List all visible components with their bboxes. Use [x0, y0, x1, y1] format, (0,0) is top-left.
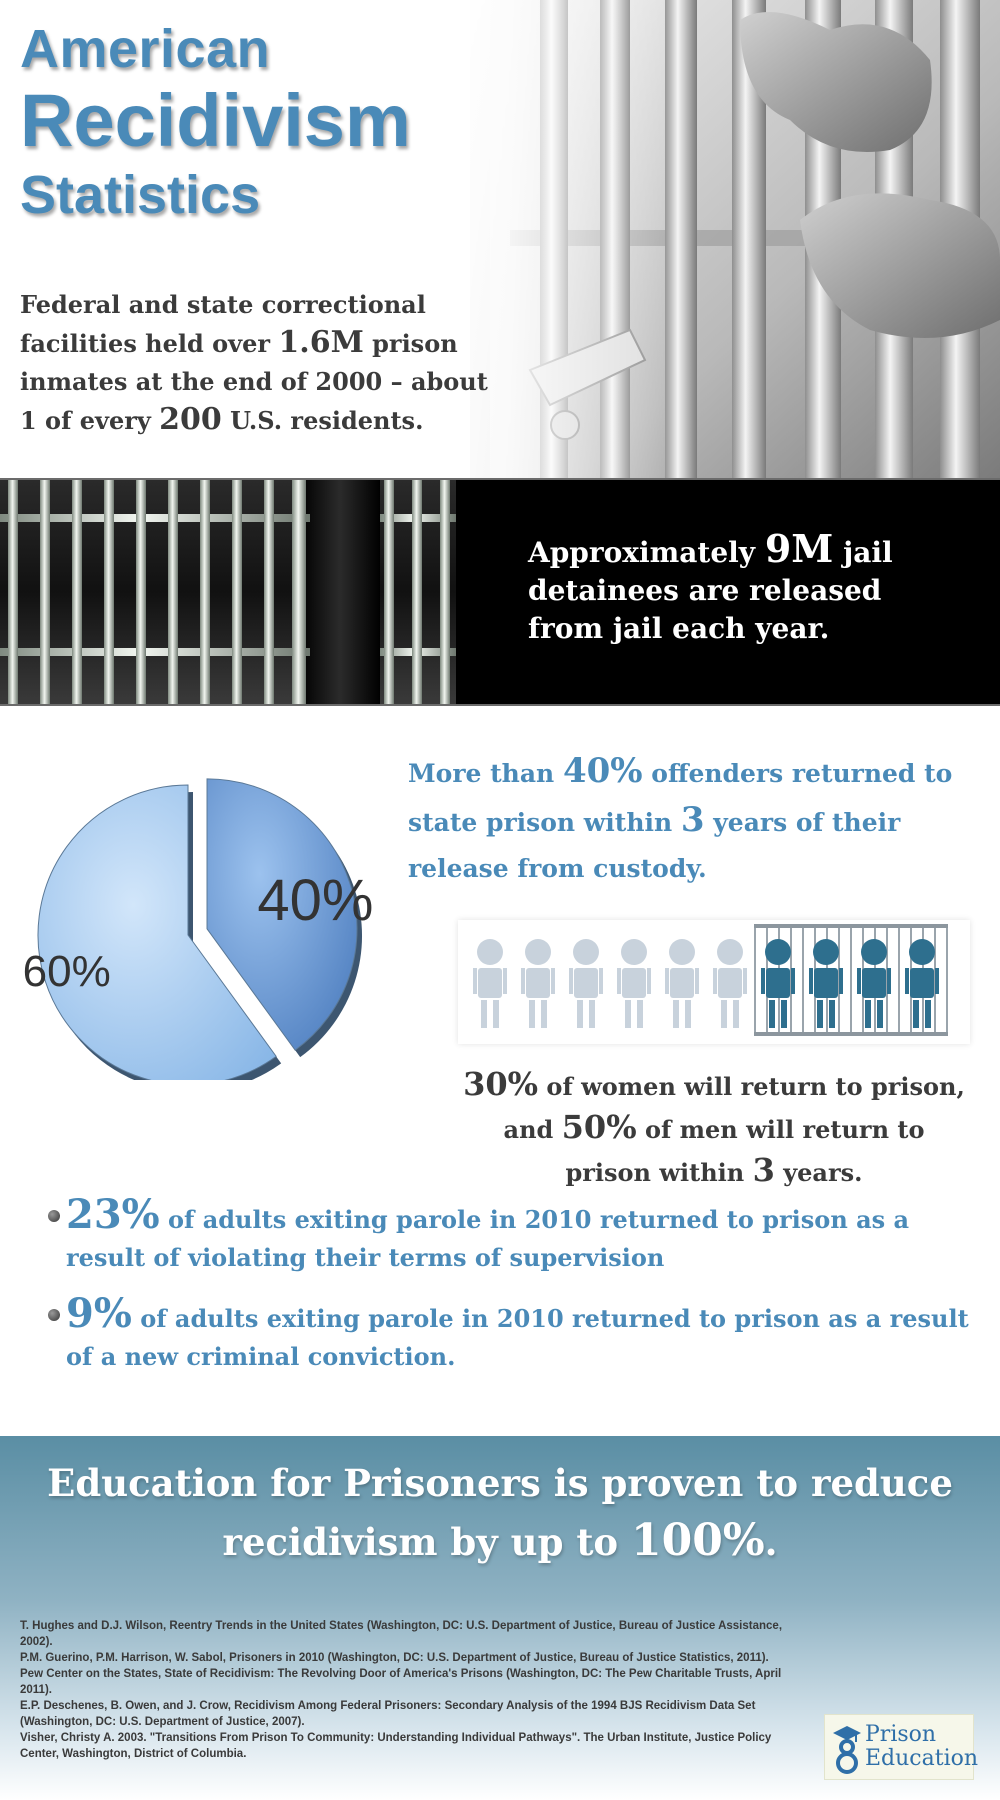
person-icon: [569, 939, 603, 1028]
stat40-number-2: 3: [680, 800, 705, 840]
bullet-number: 23%: [66, 1191, 160, 1238]
cage-rail: [754, 1032, 948, 1036]
bullet-dot-icon: [48, 1309, 60, 1321]
band-text-2: jail detainees are released from jail ea…: [528, 536, 893, 645]
header-section: American Recidivism Statistics Federal a…: [0, 0, 1000, 478]
cage-bar: [754, 924, 756, 1036]
page-title: American Recidivism Statistics: [20, 22, 411, 222]
reference-item: T. Hughes and D.J. Wilson, Reentry Trend…: [20, 1620, 783, 1648]
person-icon: [617, 939, 651, 1028]
gender-text-2: of men will return to prison within: [565, 1115, 925, 1187]
band-text-1: Approximately: [528, 536, 765, 569]
bullet-text: of adults exiting parole in 2010 returne…: [66, 1304, 969, 1371]
person-icon: [521, 939, 555, 1028]
stat40-text-2: offenders returned to state prison withi…: [408, 759, 953, 837]
pie-slice-60: [37, 784, 277, 1080]
person-icon: [473, 939, 507, 1028]
cage-bar: [946, 924, 948, 1036]
gender-statistic: 30% of women will return to prison, and …: [458, 1064, 970, 1193]
jailed-person-icon: [809, 939, 843, 1028]
jail-bars-photo: [0, 480, 456, 704]
title-line-1: American: [20, 19, 271, 79]
reference-item: Pew Center on the States, State of Recid…: [20, 1668, 782, 1696]
logo-wordmark: Prison Education: [865, 1723, 978, 1771]
reference-item: P.M. Guerino, P.M. Harrison, W. Sabol, P…: [20, 1652, 769, 1664]
logo-line-1: Prison: [865, 1722, 937, 1747]
gender-number-1: 30%: [463, 1065, 539, 1103]
intro-statistic: Federal and state correctional facilitie…: [20, 286, 490, 440]
header-fade: [420, 0, 680, 478]
intro-number-1: 1.6M: [278, 325, 364, 360]
reference-item: E.P. Deschenes, B. Owen, and J. Crow, Re…: [20, 1700, 756, 1728]
stat40-text-3: years of their release from custody.: [408, 808, 901, 883]
prison-education-logo[interactable]: Prison Education: [824, 1714, 978, 1780]
bullet-number: 9%: [66, 1290, 132, 1337]
pie-label: 40%: [257, 868, 373, 933]
footer-msg-number: 100%: [630, 1515, 765, 1566]
jail-release-statistic: Approximately 9M jail detainees are rele…: [528, 530, 958, 648]
people-icon-panel: [458, 920, 970, 1044]
jail-release-band: Approximately 9M jail detainees are rele…: [0, 478, 1000, 706]
person-icon: [665, 939, 699, 1028]
jailed-person-icon: [905, 939, 939, 1028]
band-number: 9M: [764, 526, 834, 571]
cage-bar: [850, 924, 852, 1036]
intro-text-3: U.S. residents.: [221, 406, 424, 435]
education-message: Education for Prisoners is proven to red…: [30, 1454, 970, 1571]
gender-text-1: of women will return to prison, and: [503, 1072, 965, 1144]
logo-line-2: Education: [865, 1746, 979, 1771]
title-line-2: Recidivism: [20, 79, 411, 162]
stat40-text-1: More than: [408, 759, 563, 788]
references-list: T. Hughes and D.J. Wilson, Reentry Trend…: [20, 1618, 800, 1762]
title-line-3: Statistics: [20, 165, 261, 225]
intro-text-2: prison inmates at the end of 2000 – abou…: [20, 329, 488, 435]
intro-text-1: Federal and state correctional facilitie…: [20, 290, 426, 358]
cage-bar: [898, 924, 900, 1036]
intro-number-2: 200: [159, 402, 222, 437]
gender-text-3: years.: [774, 1158, 863, 1187]
footer-msg-text-2: .: [764, 1520, 778, 1564]
forty-percent-statistic: More than 40% offenders returned to stat…: [408, 748, 968, 892]
people-icons-graphic: [473, 924, 948, 1036]
reference-item: Visher, Christy A. 2003. "Transitions Fr…: [20, 1732, 772, 1760]
gender-number-2: 50%: [561, 1108, 637, 1146]
jailed-person-icon: [761, 939, 795, 1028]
recidivism-pie-chart: 40% 60%: [23, 778, 374, 1080]
footer-section: Education for Prisoners is proven to red…: [0, 1436, 1000, 1800]
footer-msg-text-1: Education for Prisoners is proven to red…: [47, 1461, 953, 1564]
cage-rail: [754, 924, 948, 928]
graduation-figure-icon: [833, 1726, 861, 1774]
jailed-person-icon: [857, 939, 891, 1028]
stat40-number-1: 40%: [562, 751, 643, 791]
pie-slice-40: [206, 778, 358, 1051]
person-icon: [713, 939, 747, 1028]
parole-bullet-list: 23% of adults exiting parole in 2010 ret…: [46, 1195, 976, 1394]
bullet-text: of adults exiting parole in 2010 returne…: [66, 1205, 910, 1272]
pie-label: 60%: [23, 947, 111, 996]
bullet-item: 9% of adults exiting parole in 2010 retu…: [46, 1294, 976, 1376]
bullet-dot-icon: [48, 1210, 60, 1222]
cage-bar: [802, 924, 804, 1036]
bullet-item: 23% of adults exiting parole in 2010 ret…: [46, 1195, 976, 1277]
gender-number-3: 3: [752, 1151, 775, 1189]
